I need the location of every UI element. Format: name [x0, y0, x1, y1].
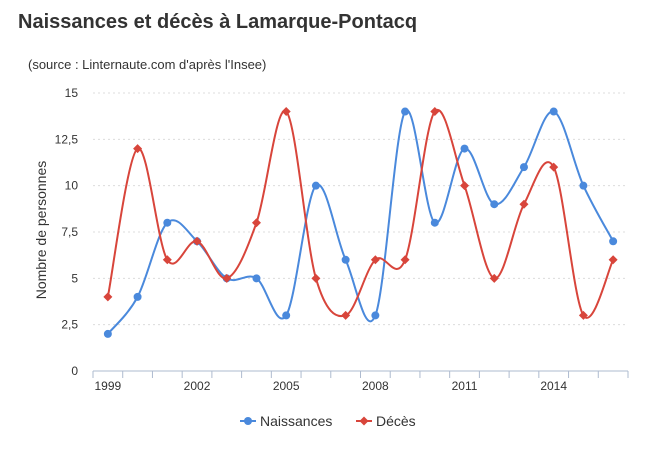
data-point-deces [489, 273, 499, 283]
x-tick-label: 2011 [452, 379, 478, 393]
data-point-deces [133, 144, 143, 154]
legend-label-naissances: Naissances [260, 413, 332, 429]
data-point-naissances [341, 255, 350, 264]
data-point-naissances [430, 218, 439, 227]
x-tick-label: 2008 [362, 379, 389, 393]
data-point-naissances [282, 311, 291, 320]
data-point-naissances [519, 163, 528, 172]
data-point-deces [400, 255, 410, 265]
data-point-naissances [609, 237, 618, 246]
data-point-deces [281, 107, 291, 117]
data-point-deces [549, 162, 559, 172]
data-point-naissances [163, 218, 172, 227]
data-point-naissances [371, 311, 380, 320]
data-point-deces [222, 273, 232, 283]
chart-subtitle: (source : Linternaute.com d'après l'Inse… [28, 57, 267, 72]
data-point-deces [162, 255, 172, 265]
data-point-deces [608, 255, 618, 265]
data-point-deces [192, 236, 202, 246]
data-point-naissances [579, 181, 588, 190]
x-tick-label: 1999 [95, 379, 122, 393]
data-point-deces [460, 181, 470, 191]
legend-marker-naissances [244, 417, 252, 425]
legend-label-deces: Décès [376, 413, 416, 429]
series-line-deces [106, 108, 615, 319]
series-line-naissances [107, 109, 615, 335]
x-tick-label: 2002 [184, 379, 211, 393]
data-point-deces [578, 310, 588, 320]
data-point-naissances [103, 329, 112, 338]
axes [92, 370, 629, 378]
data-point-naissances [133, 292, 142, 301]
data-point-naissances [460, 144, 469, 153]
data-point-naissances [252, 274, 261, 283]
data-point-deces [103, 292, 113, 302]
x-tick-labels: 1999 2002 2005 2008 2011 2014 [95, 379, 568, 393]
y-axis-label: Nombre de personnes [33, 161, 49, 300]
x-tick-label: 2005 [273, 379, 300, 393]
data-point-deces [430, 107, 440, 117]
legend: Naissances Décès [240, 413, 416, 429]
chart-title: Naissances et décès à Lamarque-Pontacq [18, 11, 418, 33]
data-point-naissances [311, 181, 320, 190]
data-point-naissances [490, 200, 499, 209]
y-tick-label: 5 [71, 271, 78, 285]
x-tick-label: 2014 [540, 379, 567, 393]
data-point-deces [519, 199, 529, 209]
data-point-naissances [549, 107, 558, 116]
data-point-deces [251, 218, 261, 228]
y-tick-label: 2,5 [61, 318, 78, 332]
y-tick-label: 10 [65, 179, 79, 193]
y-tick-label: 12,5 [55, 132, 79, 146]
data-point-deces [311, 273, 321, 283]
series-group [103, 107, 618, 338]
data-point-deces [370, 255, 380, 265]
y-tick-label: 7,5 [61, 225, 78, 239]
data-point-deces [341, 310, 351, 320]
series-naissances [103, 107, 618, 338]
y-tick-label: 0 [71, 364, 78, 378]
gridlines [93, 92, 628, 326]
y-tick-label: 15 [65, 86, 79, 100]
series-deces [103, 107, 618, 320]
data-point-naissances [401, 107, 410, 116]
y-tick-labels: 0 2,5 5 7,5 10 12,5 15 [55, 86, 79, 378]
legend-marker-deces [359, 416, 369, 426]
